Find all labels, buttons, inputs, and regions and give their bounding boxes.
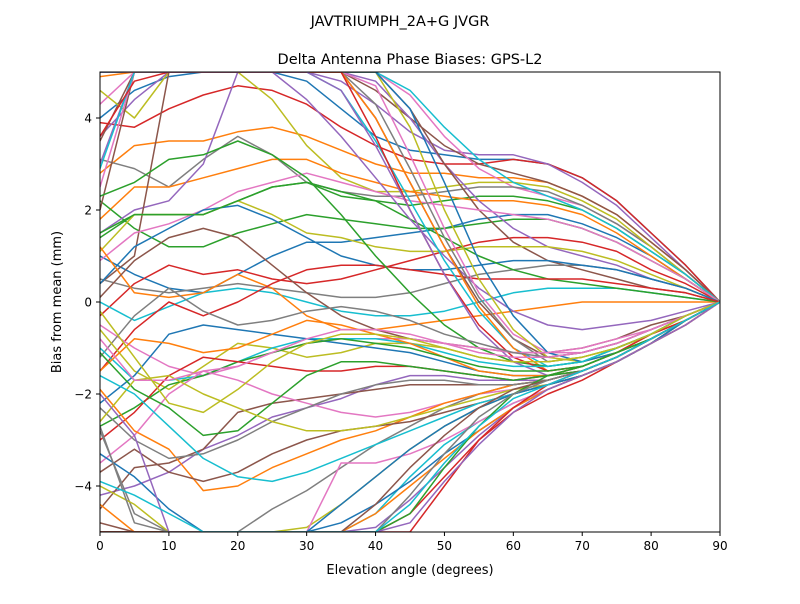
x-tick-label: 70 xyxy=(575,539,590,553)
series-line-25 xyxy=(100,72,720,331)
y-tick-label: 2 xyxy=(84,204,92,218)
x-tick-label: 90 xyxy=(712,539,727,553)
x-axis-ticks: 0 10 20 30 40 50 60 70 80 90 xyxy=(96,532,728,553)
chart-title: Delta Antenna Phase Biases: GPS-L2 xyxy=(278,52,543,68)
x-tick-label: 80 xyxy=(643,539,658,553)
y-tick-label: 0 xyxy=(84,296,92,310)
x-tick-label: 20 xyxy=(230,539,245,553)
series-line-63 xyxy=(100,301,720,532)
x-axis-label: Elevation angle (degrees) xyxy=(326,563,493,578)
x-tick-label: 10 xyxy=(161,539,176,553)
x-tick-label: 60 xyxy=(506,539,521,553)
series-line-22 xyxy=(100,246,720,331)
series-line-12 xyxy=(100,158,720,303)
series-line-69 xyxy=(100,301,720,414)
y-tick-label: 4 xyxy=(84,112,92,126)
x-tick-label: 50 xyxy=(437,539,452,553)
series-line-67 xyxy=(100,301,720,381)
y-axis-label: Bias from mean (mm) xyxy=(50,231,65,373)
series-line-4 xyxy=(100,85,720,303)
x-tick-label: 30 xyxy=(299,539,314,553)
y-axis-ticks: −4 −2 0 2 4 xyxy=(74,112,100,494)
y-tick-label: −2 xyxy=(74,388,92,402)
figure-suptitle: JAVTRIUMPH_2A+G JVGR xyxy=(310,14,490,30)
x-tick-label: 0 xyxy=(96,539,104,553)
series-layer xyxy=(100,72,720,532)
series-line-8 xyxy=(100,135,720,303)
series-line-14 xyxy=(100,236,720,317)
series-line-10 xyxy=(100,72,720,303)
series-line-5 xyxy=(100,72,720,303)
x-tick-label: 40 xyxy=(368,539,383,553)
series-line-15 xyxy=(100,72,720,303)
series-line-70 xyxy=(100,301,720,532)
y-tick-label: −4 xyxy=(74,480,92,494)
series-line-24 xyxy=(100,264,720,372)
series-line-65 xyxy=(100,301,720,532)
